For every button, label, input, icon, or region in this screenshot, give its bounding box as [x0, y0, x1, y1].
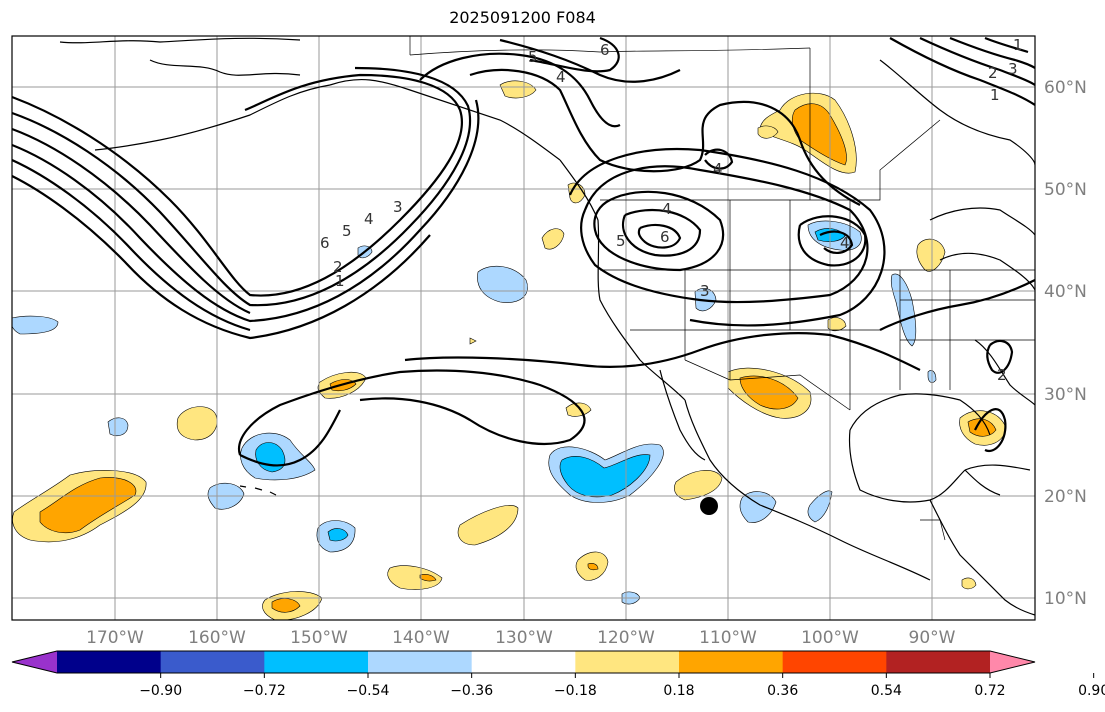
contour-label: 3	[700, 282, 710, 300]
lon-label: 130°W	[495, 628, 553, 648]
latitude-labels: 60°N 50°N 40°N 30°N 20°N 10°N	[1044, 78, 1087, 609]
colorbar-bin	[264, 651, 369, 673]
shaded-anomalies	[12, 80, 1007, 620]
lon-label: 150°W	[290, 628, 348, 648]
lon-label: 170°W	[86, 628, 144, 648]
contour-label: 4	[364, 210, 374, 228]
lat-label: 20°N	[1044, 487, 1087, 507]
contour-label: 1	[1013, 36, 1023, 54]
longitude-labels: 170°W 160°W 150°W 140°W 130°W 120°W 110°…	[86, 628, 956, 648]
contour-label: 2	[333, 258, 343, 276]
colorbar-tick-label: 0.54	[871, 683, 902, 699]
colorbar-tick-label: 0.36	[767, 683, 798, 699]
contour-label: 6	[660, 228, 670, 246]
contour-label: 3	[393, 198, 403, 216]
contour-label: 5	[342, 222, 352, 240]
lon-label: 140°W	[392, 628, 450, 648]
lat-label: 60°N	[1044, 78, 1087, 98]
colorbar: −0.90 −0.72 −0.54 −0.36 −0.18 0.18 0.36 0.54 0.7…	[11, 650, 1105, 699]
lat-label: 40°N	[1044, 282, 1087, 302]
contours	[12, 36, 1035, 467]
colorbar-extend-high	[990, 651, 1035, 673]
contour-label: 1	[990, 86, 1000, 104]
contour-label: 1	[335, 272, 345, 290]
contour-label: 4	[662, 200, 672, 218]
anomaly-hawaii-north	[176, 406, 218, 441]
colorbar-outline	[11, 650, 1036, 674]
colorbar-bin	[886, 651, 991, 673]
lon-label: 100°W	[801, 628, 859, 648]
storm-position-dot	[700, 497, 718, 515]
contour-label: 5	[616, 232, 626, 250]
contour-label: 2	[997, 366, 1007, 384]
colorbar-tick-label: −0.90	[139, 683, 182, 699]
colorbar-bin	[160, 651, 265, 673]
lon-label: 160°W	[188, 628, 246, 648]
lon-label: 90°W	[909, 628, 956, 648]
colorbar-tick-label: 0.18	[663, 683, 694, 699]
contour-label: 4	[556, 68, 566, 86]
colorbar-bin	[57, 651, 162, 673]
colorbar-bin	[471, 651, 576, 673]
lon-label: 110°W	[699, 628, 757, 648]
colorbar-extend-low	[12, 651, 57, 673]
colorbar-tick-label: −0.36	[450, 683, 493, 699]
lat-label: 30°N	[1044, 385, 1087, 405]
map-field: 6 5 4 3 2 1 6 5 4 4 6 5 4 3 4 1 2 3 1 2	[12, 36, 1035, 620]
colorbar-bin	[575, 651, 680, 673]
lat-label: 50°N	[1044, 180, 1087, 200]
contour-label: 4	[713, 160, 723, 178]
map-frame	[11, 35, 1036, 621]
colorbar-tick-label: −0.54	[347, 683, 390, 699]
contour-label: 6	[600, 41, 610, 59]
lon-label: 120°W	[597, 628, 655, 648]
colorbar-tick-label: −0.18	[554, 683, 597, 699]
lat-label: 10°N	[1044, 589, 1087, 609]
contour-label: 3	[1008, 60, 1018, 78]
colorbar-bin	[368, 651, 473, 673]
contour-label: 2	[988, 64, 998, 82]
anomaly-canada-core	[791, 103, 847, 166]
contour-label: 6	[320, 234, 330, 252]
colorbar-tick-label: 0.90	[1078, 683, 1105, 699]
colorbar-tick-label: 0.72	[974, 683, 1005, 699]
colorbar-tick-label: −0.72	[243, 683, 286, 699]
map-title: 2025091200 F084	[449, 8, 596, 27]
colorbar-bin	[782, 651, 887, 673]
contour-labels: 6 5 4 3 2 1 6 5 4 4 6 5 4 3 4 1 2 3 1 2	[320, 36, 1023, 384]
contour-label: 5	[528, 48, 538, 66]
colorbar-bin	[679, 651, 784, 673]
political-borders	[409, 36, 1035, 541]
contour-label: 4	[840, 234, 850, 252]
anomaly-southwest-core	[739, 375, 799, 410]
graticule	[12, 36, 1035, 620]
